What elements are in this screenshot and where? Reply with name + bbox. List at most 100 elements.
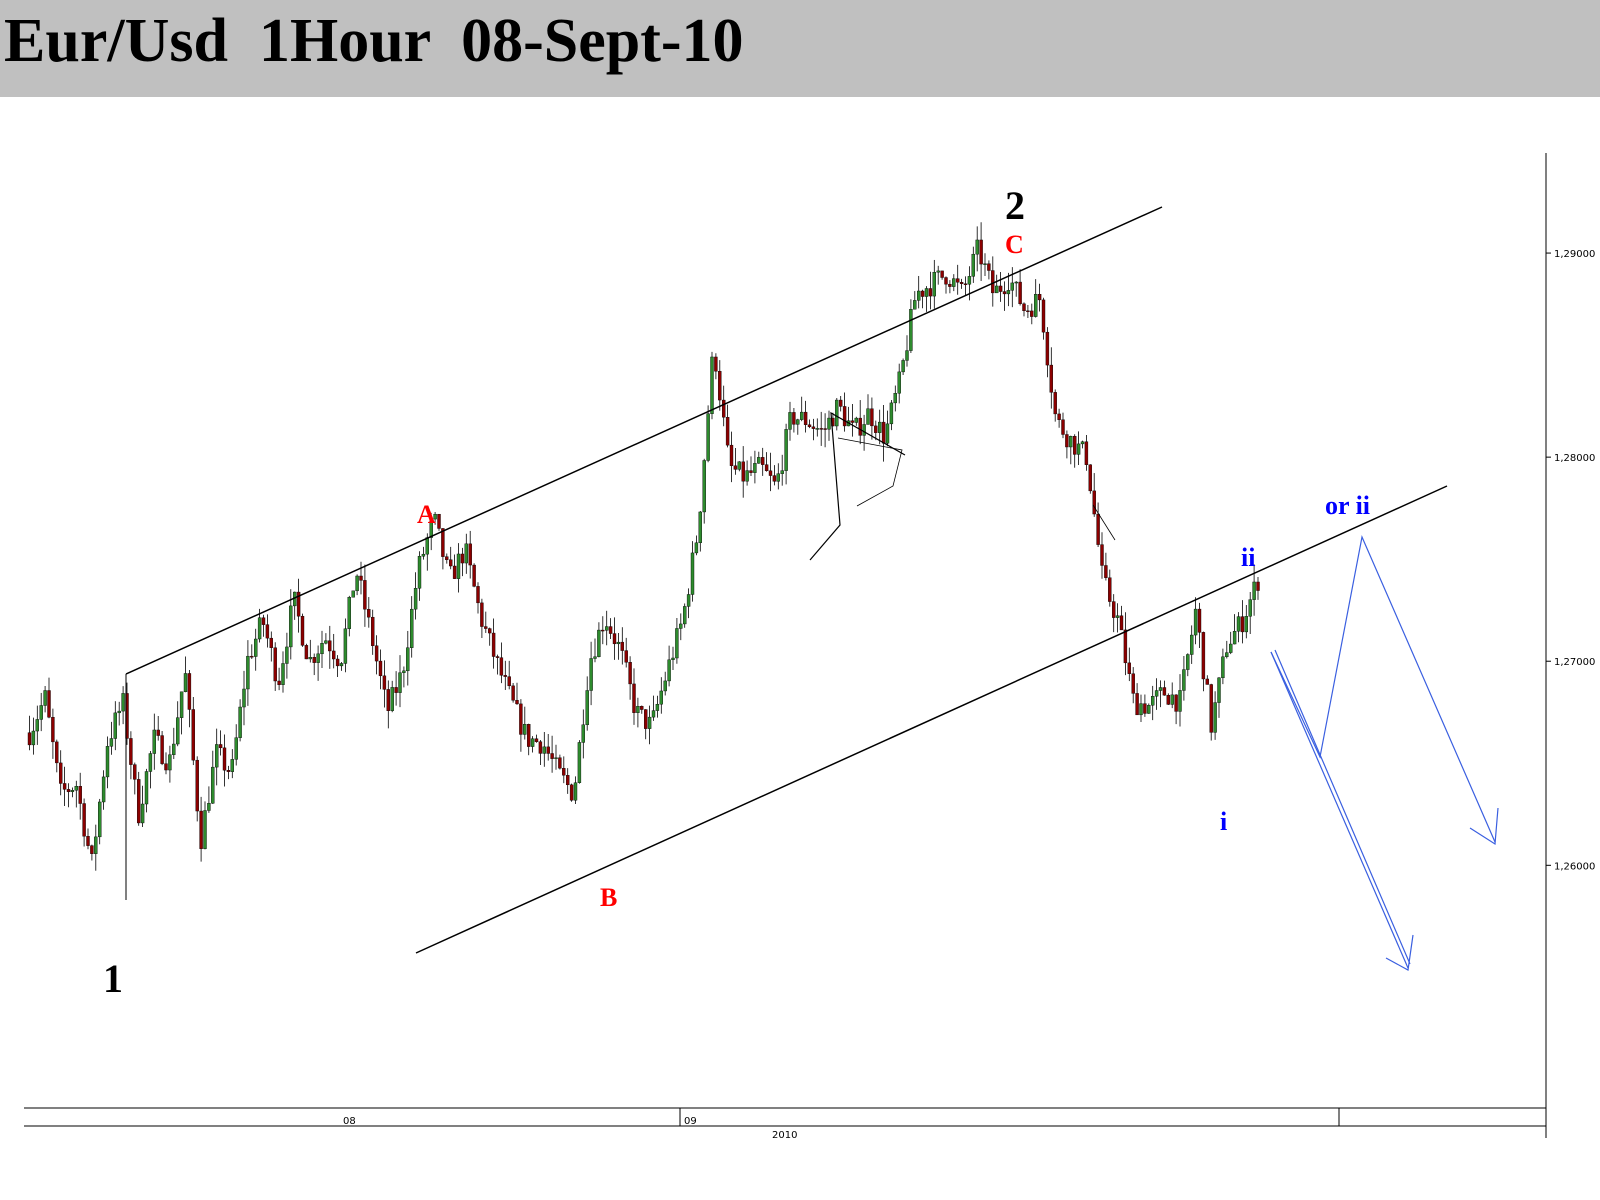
candle-bear [1092,490,1096,515]
candle-bear [601,629,605,632]
x-tick-label-09: 09 [684,1116,697,1127]
candle-bear [371,616,375,646]
candle-bull [1076,443,1081,455]
candle-bear [1096,513,1100,545]
candle-bull [737,461,741,470]
candle-bull [168,754,172,771]
candle-bear [850,420,855,423]
candle-bear [265,624,270,639]
candle-bear [472,564,476,587]
candle-bull [1178,690,1182,712]
candle-bull [573,782,578,801]
candle-bull [70,790,75,793]
candle-bull [113,712,118,739]
candle-bull [175,717,180,745]
candle-bull [433,513,437,520]
candle-bull [605,626,609,631]
candle-bear [612,633,617,645]
candle-bull [593,656,597,659]
candle-bull [694,542,699,554]
candle-bear [328,640,332,652]
candle-bear [608,626,613,634]
candle-bear [1111,601,1116,618]
candle-bull [1158,687,1163,691]
candle-bull [253,638,258,657]
candle-bull [975,239,979,255]
candle-bull [464,543,468,564]
candle-bull [109,738,114,747]
candle-bear [632,683,636,713]
candle-bull [390,687,394,711]
candle-bear [488,628,492,634]
candle-bull [827,417,831,430]
candle-bear [772,475,777,482]
candle-bull [651,710,656,718]
candle-bear [62,783,67,790]
candle-bear [480,602,484,627]
candle-bull [683,606,687,625]
candle-bear [445,556,449,560]
candle-bear [761,457,765,465]
candle-bear [749,470,753,473]
candle-bull [172,743,176,755]
candle-bear [1209,684,1213,733]
candle-bear [807,424,812,428]
candle-bull [351,590,355,598]
candle-bear [374,645,379,662]
candle-bull [183,673,188,693]
candle-bull [257,617,262,640]
candle-bull [784,429,788,471]
candle-bull [281,663,285,685]
candle-bear [495,656,500,658]
candle-bear [823,428,827,430]
candle-bull [796,419,800,425]
candle-bull [924,288,929,297]
candle-bull [1150,696,1155,706]
candle-bull [140,803,145,824]
candle-bear [928,288,933,297]
candle-bull [554,757,558,759]
candle-bear [136,779,141,824]
candle-bull [698,511,702,544]
candle-bull [835,399,839,427]
candle-bear [1041,299,1046,333]
candle-bear [1022,303,1026,312]
candle-bull [686,594,691,607]
y-tick-label: 1,29000 [1554,249,1595,260]
candle-bull [456,553,461,579]
wave-label-b: B [600,883,617,912]
candle-bull [897,371,901,394]
candle-bull [667,659,671,682]
candle-bear [1049,364,1054,393]
candle-bull [1182,669,1186,691]
candle-bear [948,283,952,287]
candle-bull [429,518,433,538]
candle-bull [421,553,426,557]
candle-bull [230,759,235,772]
candle-bull [655,703,660,711]
candle-bull [542,746,546,754]
candle-bear [164,763,168,771]
candle-bull [398,672,402,693]
candle-bear [261,617,266,625]
candle-bear [441,528,445,557]
candle-bull [43,690,47,706]
candle-bull [1010,282,1014,291]
candle-bear [363,580,367,610]
candle-bear [839,399,843,407]
candle-bear [1061,419,1065,435]
candle-bull [289,605,293,648]
candle-bear [484,626,488,629]
candle-bear [729,444,734,466]
candle-bull [597,629,601,657]
candle-bull [39,705,43,720]
projection-path-primary [1270,651,1409,969]
candle-bull [706,413,710,461]
candle-bull [913,300,917,310]
candle-bull [1217,677,1221,703]
candle-bull [402,670,406,673]
candle-bear [300,615,305,646]
candle-bull [932,272,936,297]
wave-label-ii: ii [1241,543,1255,572]
